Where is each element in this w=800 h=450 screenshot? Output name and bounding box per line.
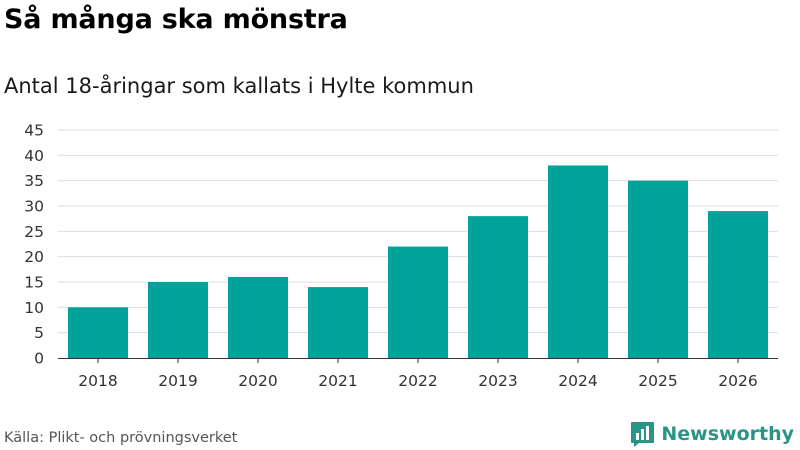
x-tick-label: 2026 (718, 372, 757, 390)
x-tick-label: 2020 (238, 372, 277, 390)
x-tick-label: 2025 (638, 372, 677, 390)
source-note: Källa: Plikt- och prövningsverket (4, 430, 238, 446)
newsworthy-logo: Newsworthy (630, 419, 794, 449)
bar-2026 (708, 211, 768, 358)
y-tick-label: 15 (24, 274, 44, 292)
y-tick-label: 25 (24, 223, 44, 241)
x-tick-label: 2024 (558, 372, 597, 390)
x-tick-label: 2023 (478, 372, 517, 390)
bar-2024 (548, 165, 608, 358)
y-tick-label: 10 (24, 299, 44, 317)
newsworthy-logo-text: Newsworthy (661, 423, 794, 445)
y-tick-label: 5 (34, 324, 44, 342)
x-tick-label: 2021 (318, 372, 357, 390)
chart-title: Så många ska mönstra (4, 4, 348, 35)
y-tick-label: 30 (24, 198, 44, 216)
bar-2019 (148, 282, 208, 358)
bar-2018 (68, 307, 128, 358)
y-tick-label: 0 (34, 350, 44, 368)
chart-subtitle: Antal 18-åringar som kallats i Hylte kom… (4, 74, 474, 98)
bars (68, 165, 768, 358)
bar-2023 (468, 216, 528, 358)
x-tick-label: 2019 (158, 372, 197, 390)
bar-2025 (628, 180, 688, 358)
y-tick-label: 45 (24, 122, 44, 140)
y-tick-label: 20 (24, 248, 44, 266)
x-tick-label: 2018 (78, 372, 117, 390)
bar-2021 (308, 287, 368, 358)
y-tick-label: 35 (24, 172, 44, 190)
y-tick-label: 40 (24, 147, 44, 165)
x-tick-label: 2022 (398, 372, 437, 390)
newsworthy-logo-icon (631, 421, 655, 447)
bar-2022 (388, 246, 448, 358)
bar-2020 (228, 276, 288, 358)
